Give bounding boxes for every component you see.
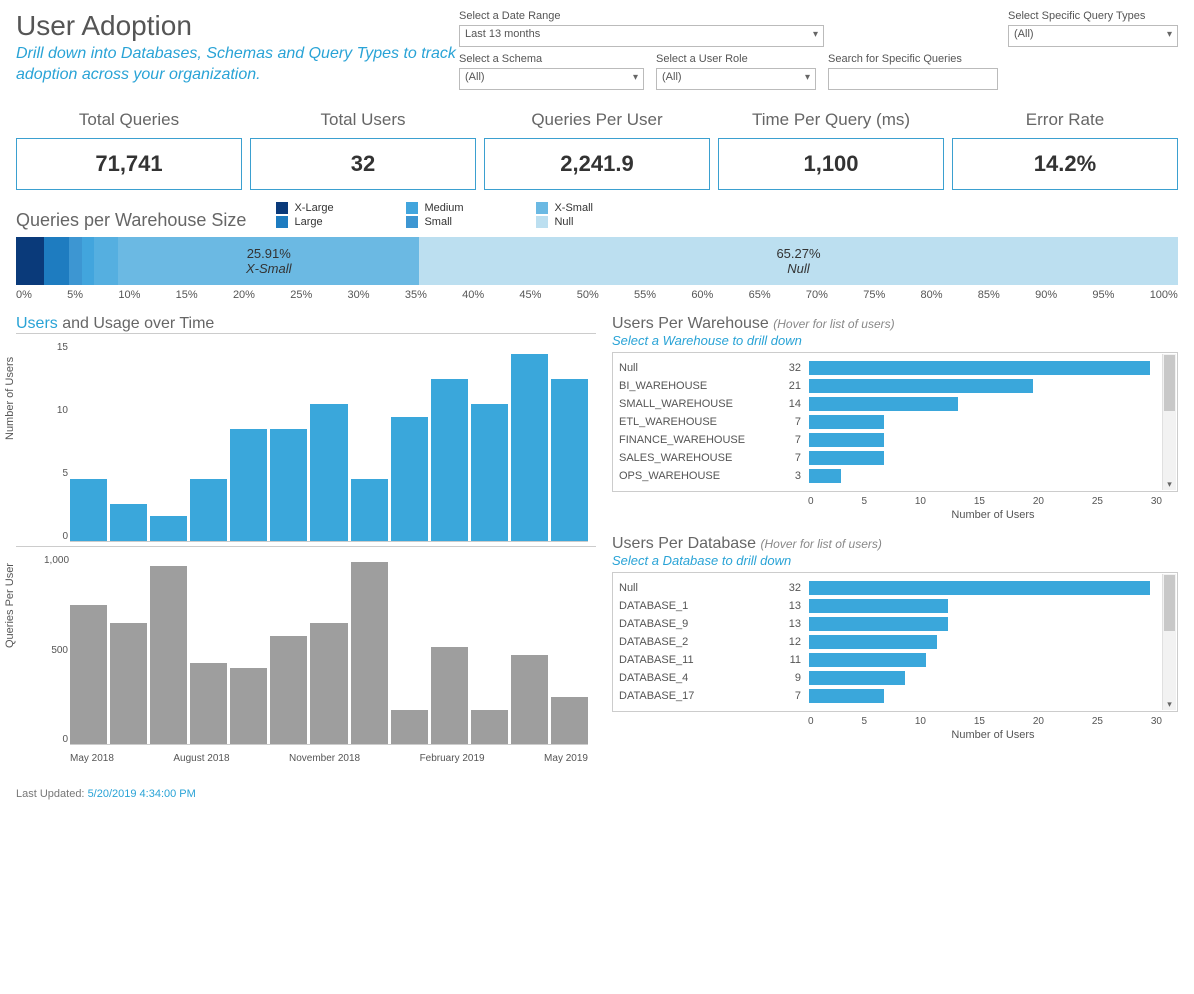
users-chart-ylabel: Number of Users xyxy=(4,357,16,440)
legend-item[interactable]: Null xyxy=(536,216,656,228)
filter-search-input[interactable] xyxy=(828,68,998,90)
kpi-row: Total Queries 71,741 Total Users 32 Querie… xyxy=(16,110,1178,190)
bar[interactable] xyxy=(110,504,147,541)
users-per-warehouse-panel[interactable]: ▴▾ Null32BI_WAREHOUSE21SMALL_WAREHOUSE14… xyxy=(612,352,1178,492)
warehouse-size-segment[interactable] xyxy=(44,237,70,285)
warehouse-size-segment[interactable]: 65.27%Null xyxy=(419,237,1177,285)
legend-item[interactable]: Large xyxy=(276,216,396,228)
hbar-row[interactable]: FINANCE_WAREHOUSE7 xyxy=(619,431,1161,449)
filter-schema-label: Select a Schema xyxy=(459,53,644,65)
bar[interactable] xyxy=(190,663,227,744)
bar[interactable] xyxy=(70,605,107,744)
filter-role-select[interactable]: (All) xyxy=(656,68,816,90)
filter-role-label: Select a User Role xyxy=(656,53,816,65)
page-title: User Adoption xyxy=(16,10,459,42)
bar[interactable] xyxy=(511,354,548,541)
bar[interactable] xyxy=(230,668,267,744)
scrollbar[interactable]: ▴▾ xyxy=(1162,574,1176,710)
hbar-row[interactable]: DATABASE_177 xyxy=(619,687,1161,705)
kpi-total-users-label: Total Users xyxy=(250,110,476,130)
bar[interactable] xyxy=(471,404,508,541)
bar[interactable] xyxy=(310,404,347,541)
warehouse-size-title: Queries per Warehouse Size xyxy=(16,210,246,231)
bar[interactable] xyxy=(471,710,508,744)
users-per-warehouse-title: Users Per Warehouse (Hover for list of u… xyxy=(612,315,1178,333)
kpi-err-label: Error Rate xyxy=(952,110,1178,130)
bar[interactable] xyxy=(551,697,588,744)
users-per-database-title: Users Per Database (Hover for list of us… xyxy=(612,535,1178,553)
warehouse-size-segment[interactable] xyxy=(82,237,94,285)
filter-querytypes-select[interactable]: (All) xyxy=(1008,25,1178,47)
bar[interactable] xyxy=(70,479,107,541)
bar[interactable] xyxy=(511,655,548,744)
filter-date-label: Select a Date Range xyxy=(459,10,824,22)
hbar-row[interactable]: SALES_WAREHOUSE7 xyxy=(619,449,1161,467)
kpi-qpu-label: Queries Per User xyxy=(484,110,710,130)
bar[interactable] xyxy=(270,636,307,744)
time-axis: May 2018August 2018November 2018February… xyxy=(16,749,596,772)
filter-search-label: Search for Specific Queries xyxy=(828,53,998,65)
users-usage-title: Users and Usage over Time xyxy=(16,315,596,333)
qpu-chart-ylabel: Queries Per User xyxy=(4,563,16,648)
filter-querytypes-label: Select Specific Query Types xyxy=(1008,10,1178,22)
hbar-row[interactable]: DATABASE_212 xyxy=(619,633,1161,651)
warehouse-size-segment[interactable] xyxy=(16,237,44,285)
hbar-row[interactable]: Null32 xyxy=(619,359,1161,377)
hbar-row[interactable]: SMALL_WAREHOUSE14 xyxy=(619,395,1161,413)
bar[interactable] xyxy=(270,429,307,541)
bar[interactable] xyxy=(310,623,347,745)
db-axis-title: Number of Users xyxy=(612,729,1178,741)
warehouse-drill-link[interactable]: Select a Warehouse to drill down xyxy=(612,333,1178,348)
warehouse-size-segment[interactable] xyxy=(69,237,82,285)
qpu-chart[interactable]: Queries Per User 1,0005000 xyxy=(16,546,596,749)
bar[interactable] xyxy=(150,516,187,541)
warehouse-size-bar[interactable]: 25.91%X-Small65.27%Null xyxy=(16,237,1178,285)
legend-item[interactable]: Medium xyxy=(406,202,526,214)
bar[interactable] xyxy=(431,379,468,541)
legend-item[interactable]: Small xyxy=(406,216,526,228)
filter-date-select[interactable]: Last 13 months xyxy=(459,25,824,47)
warehouse-size-legend: X-Large Medium X-Small Large Small Null xyxy=(276,202,656,228)
kpi-tpq: 1,100 xyxy=(718,138,944,190)
bar[interactable] xyxy=(150,566,187,744)
wh-axis-title: Number of Users xyxy=(612,509,1178,521)
users-chart[interactable]: Number of Users 151050 xyxy=(16,333,596,546)
filter-schema-select[interactable]: (All) xyxy=(459,68,644,90)
hbar-row[interactable]: OPS_WAREHOUSE3 xyxy=(619,467,1161,485)
bar[interactable] xyxy=(230,429,267,541)
warehouse-size-segment[interactable]: 25.91%X-Small xyxy=(118,237,419,285)
kpi-total-queries: 71,741 xyxy=(16,138,242,190)
kpi-tpq-label: Time Per Query (ms) xyxy=(718,110,944,130)
hbar-row[interactable]: DATABASE_1111 xyxy=(619,651,1161,669)
bar[interactable] xyxy=(391,417,428,541)
subtitle: Drill down into Databases, Schemas and Q… xyxy=(16,44,459,86)
bar[interactable] xyxy=(391,710,428,744)
hbar-row[interactable]: ETL_WAREHOUSE7 xyxy=(619,413,1161,431)
warehouse-size-axis: 0%5%10%15%20%25%30%35%40%45%50%55%60%65%… xyxy=(16,289,1178,301)
footer: Last Updated: 5/20/2019 4:34:00 PM xyxy=(16,788,1178,800)
hbar-row[interactable]: DATABASE_49 xyxy=(619,669,1161,687)
bar[interactable] xyxy=(190,479,227,541)
kpi-total-users: 32 xyxy=(250,138,476,190)
bar[interactable] xyxy=(110,623,147,745)
bar[interactable] xyxy=(351,562,388,744)
kpi-err: 14.2% xyxy=(952,138,1178,190)
kpi-qpu: 2,241.9 xyxy=(484,138,710,190)
hbar-row[interactable]: DATABASE_113 xyxy=(619,597,1161,615)
warehouse-size-segment[interactable] xyxy=(94,237,118,285)
bar[interactable] xyxy=(431,647,468,744)
legend-item[interactable]: X-Large xyxy=(276,202,396,214)
hbar-row[interactable]: DATABASE_913 xyxy=(619,615,1161,633)
database-drill-link[interactable]: Select a Database to drill down xyxy=(612,553,1178,568)
users-per-database-panel[interactable]: ▴▾ Null32DATABASE_113DATABASE_913DATABAS… xyxy=(612,572,1178,712)
bar[interactable] xyxy=(551,379,588,541)
bar[interactable] xyxy=(351,479,388,541)
hbar-row[interactable]: Null32 xyxy=(619,579,1161,597)
kpi-total-queries-label: Total Queries xyxy=(16,110,242,130)
legend-item[interactable]: X-Small xyxy=(536,202,656,214)
scrollbar[interactable]: ▴▾ xyxy=(1162,354,1176,490)
hbar-row[interactable]: BI_WAREHOUSE21 xyxy=(619,377,1161,395)
